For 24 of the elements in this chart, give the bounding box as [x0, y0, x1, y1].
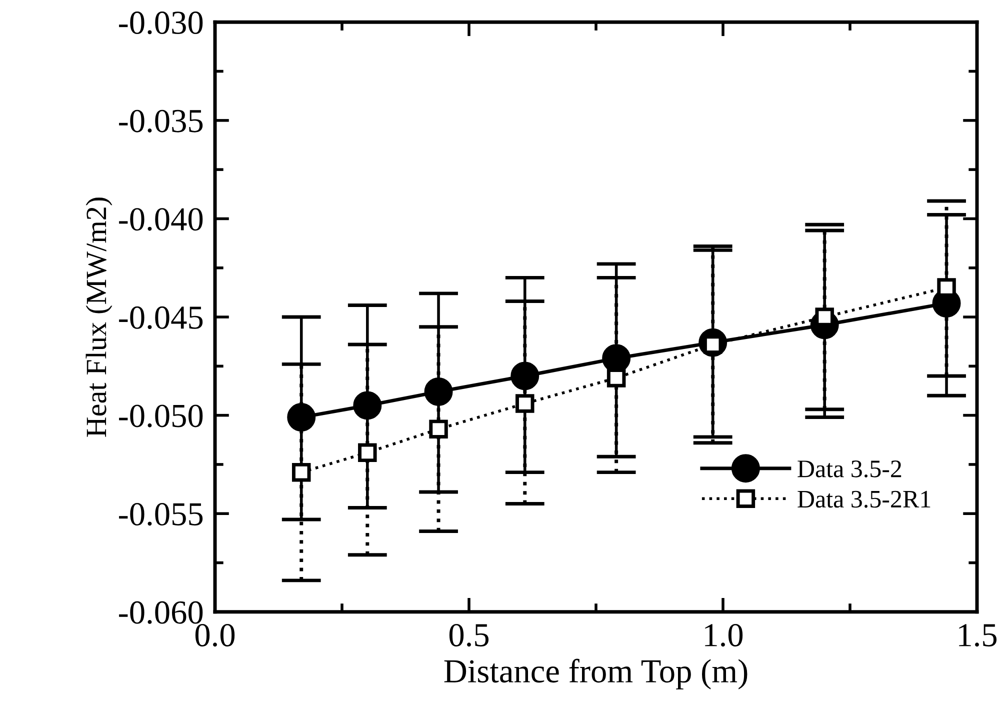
point — [606, 368, 626, 388]
point — [292, 462, 311, 482]
legend-label: Data 3.5-2 — [798, 460, 902, 478]
x-tick-label: 1.5 — [959, 624, 997, 647]
y-tick-label: -0.060 — [119, 601, 203, 624]
point — [287, 403, 316, 432]
legend-label: Data 3.5-2R1 — [798, 490, 930, 508]
point — [353, 391, 382, 420]
x-tick-label: 1.0 — [705, 624, 743, 647]
x-axis-title: Distance from Top (m) — [444, 658, 748, 690]
point — [424, 377, 453, 406]
y-tick-label: -0.035 — [119, 110, 203, 132]
point — [510, 362, 540, 390]
point — [429, 420, 448, 438]
x-tick-label: 0.5 — [449, 624, 489, 647]
y-tick-label: -0.055 — [119, 503, 203, 526]
y-tick-label: -0.045 — [119, 306, 203, 330]
y-tick-label: -0.050 — [119, 404, 203, 428]
point — [516, 394, 534, 413]
y-tick-label: -0.040 — [119, 208, 203, 231]
x-tick-label: 0.0 — [195, 624, 235, 647]
y-axis-title: Heat Flux (MW/m2) — [86, 198, 112, 437]
point — [358, 443, 377, 462]
y-tick-label: -0.030 — [119, 12, 203, 34]
